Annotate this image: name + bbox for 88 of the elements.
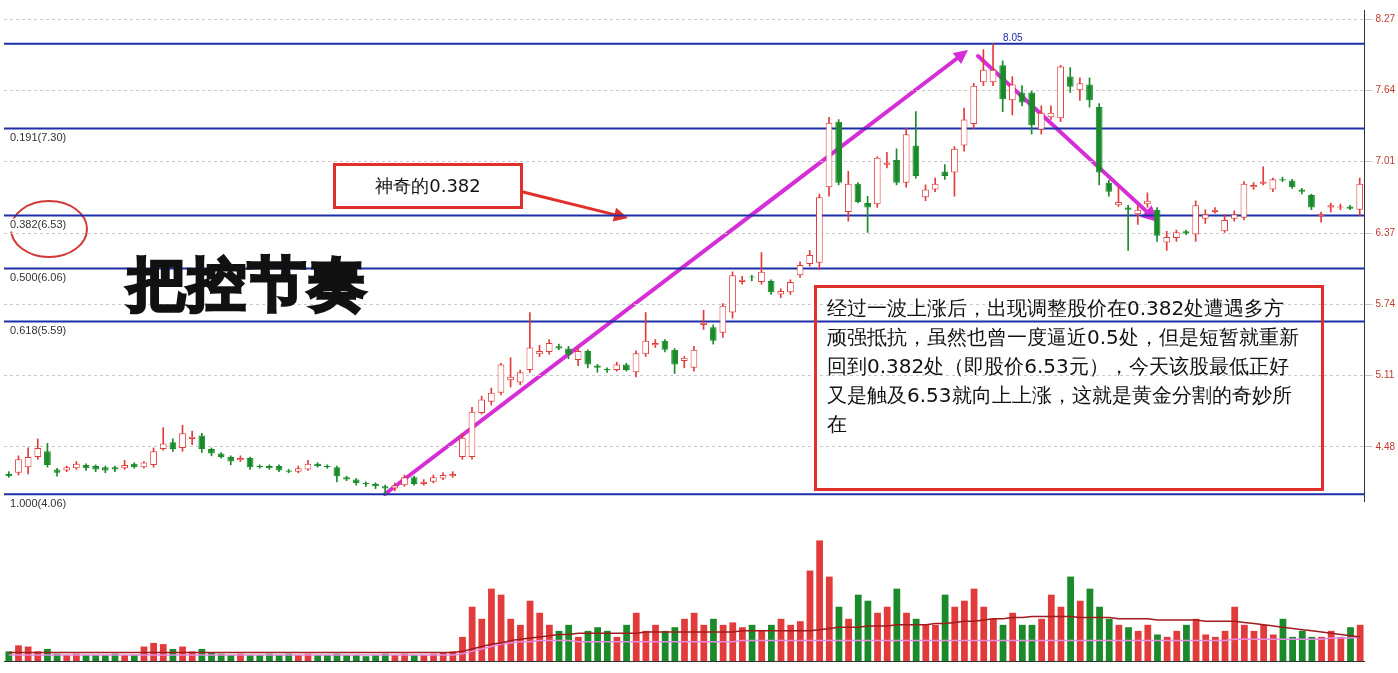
bar <box>710 618 717 661</box>
bar <box>1115 624 1123 661</box>
bar <box>1154 634 1161 661</box>
bar <box>1202 634 1210 661</box>
bar <box>661 630 669 661</box>
bar <box>574 636 582 661</box>
bar <box>603 630 611 661</box>
bar <box>1076 600 1084 661</box>
bar <box>700 624 708 661</box>
ref-line-label: 1.000(4.06) <box>10 496 67 509</box>
bar <box>758 630 766 661</box>
bar <box>874 612 881 661</box>
bar <box>1018 624 1026 661</box>
bar <box>922 624 930 661</box>
bar <box>1173 630 1181 661</box>
bar <box>652 624 659 661</box>
bar <box>1144 624 1152 661</box>
bar <box>1231 606 1239 661</box>
bar <box>488 588 495 661</box>
bar <box>1269 634 1277 661</box>
bar <box>825 576 833 661</box>
bar <box>517 624 524 661</box>
bar <box>845 618 852 661</box>
bar <box>1125 627 1132 661</box>
bar <box>1009 612 1017 661</box>
y-tick-label: 7.64 <box>1375 83 1396 95</box>
bar <box>362 656 370 661</box>
candlestick <box>159 427 167 451</box>
y-tick-label: 5.74 <box>1375 298 1396 310</box>
bar <box>1038 618 1046 661</box>
bar <box>1347 627 1354 661</box>
bar <box>883 606 891 661</box>
bar <box>1356 624 1364 661</box>
bar <box>932 624 939 661</box>
bar <box>1337 636 1345 661</box>
bar <box>1163 636 1171 661</box>
bar <box>1134 630 1142 661</box>
bar <box>1298 630 1306 661</box>
bar <box>1105 618 1113 661</box>
y-tick-label: 7.01 <box>1375 155 1396 166</box>
bar <box>816 540 824 661</box>
bar <box>729 622 737 661</box>
bar <box>507 618 515 661</box>
bar <box>690 612 698 661</box>
bar <box>565 624 573 661</box>
ref-line-label: 0.618(5.59) <box>10 324 67 337</box>
bar <box>681 618 688 661</box>
bar <box>632 612 640 661</box>
bar <box>893 588 901 661</box>
candlestick <box>883 151 891 169</box>
y-tick-label: 8.27 <box>1375 12 1396 24</box>
ref-line-label: 0.191(7.30) <box>10 131 67 144</box>
bar <box>739 627 746 661</box>
y-tick-label: 4.48 <box>1375 440 1396 452</box>
bar <box>767 624 775 661</box>
annotation: 把控节奏 <box>128 250 368 318</box>
bar <box>1047 594 1055 661</box>
bar <box>1240 624 1248 661</box>
y-tick-label: 6.37 <box>1375 227 1396 239</box>
annotation: 8.05 <box>1003 31 1023 43</box>
bar <box>1067 576 1074 661</box>
bar <box>545 624 553 661</box>
bar <box>478 618 486 661</box>
bar <box>1183 624 1190 661</box>
bar <box>1096 606 1103 661</box>
ref-line-label: 0.500(6.06) <box>10 271 67 284</box>
bar <box>536 612 544 661</box>
bar <box>854 594 862 661</box>
bar <box>980 606 988 661</box>
annotation: 经过一波上涨后，出现调整股价在0.382处遭遇多方顽强抵抗，虽然也曾一度逼近0.5处，但是短暂就重新回到0.382处（即股价6.53元），今天该股最低正好又是触及6.53就向上上涨，这就是黄金分割的奇妙所在 <box>814 285 1324 491</box>
annotation: 神奇的0.382 <box>333 163 523 209</box>
y-tick-label: 5.11 <box>1375 369 1395 381</box>
bar <box>1318 636 1325 661</box>
bar <box>961 600 968 661</box>
bar <box>787 624 795 661</box>
bar <box>623 624 630 661</box>
bar <box>1260 624 1268 661</box>
bar <box>912 618 920 661</box>
bar <box>468 606 476 661</box>
bar <box>1289 636 1296 661</box>
bar <box>990 618 997 661</box>
bar <box>671 627 679 661</box>
ref-line-label: 0.382(6.53) <box>10 217 67 230</box>
bar <box>594 627 602 661</box>
bar <box>951 606 959 661</box>
bar <box>796 621 804 661</box>
bar <box>903 612 910 661</box>
bar <box>1212 636 1219 661</box>
